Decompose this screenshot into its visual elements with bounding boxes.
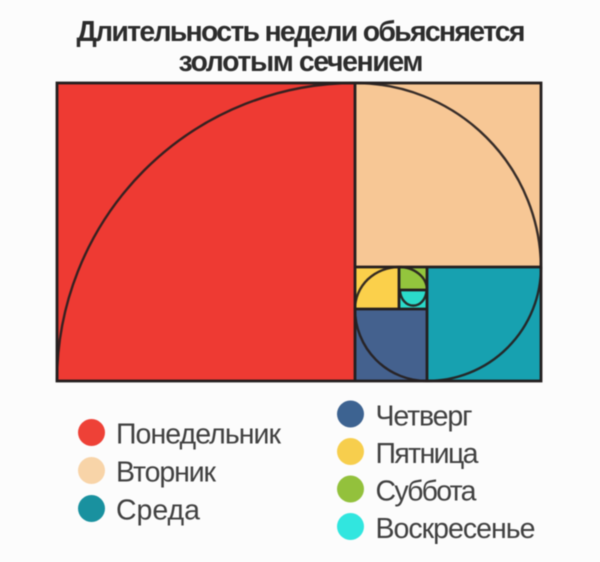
svg-text:Среда: Среда [116, 495, 200, 527]
svg-text:Пятница: Пятница [376, 438, 479, 470]
svg-text:Суббота: Суббота [376, 476, 477, 508]
svg-text:Воскресенье: Воскресенье [376, 513, 536, 545]
svg-text:Вторник: Вторник [116, 457, 217, 489]
svg-text:золотым сечением: золотым сечением [179, 46, 424, 78]
svg-text:Четверг: Четверг [376, 401, 473, 433]
svg-text:Понедельник: Понедельник [116, 419, 282, 451]
svg-text:Длительность недели обьясняетс: Длительность недели обьясняется [77, 16, 526, 48]
